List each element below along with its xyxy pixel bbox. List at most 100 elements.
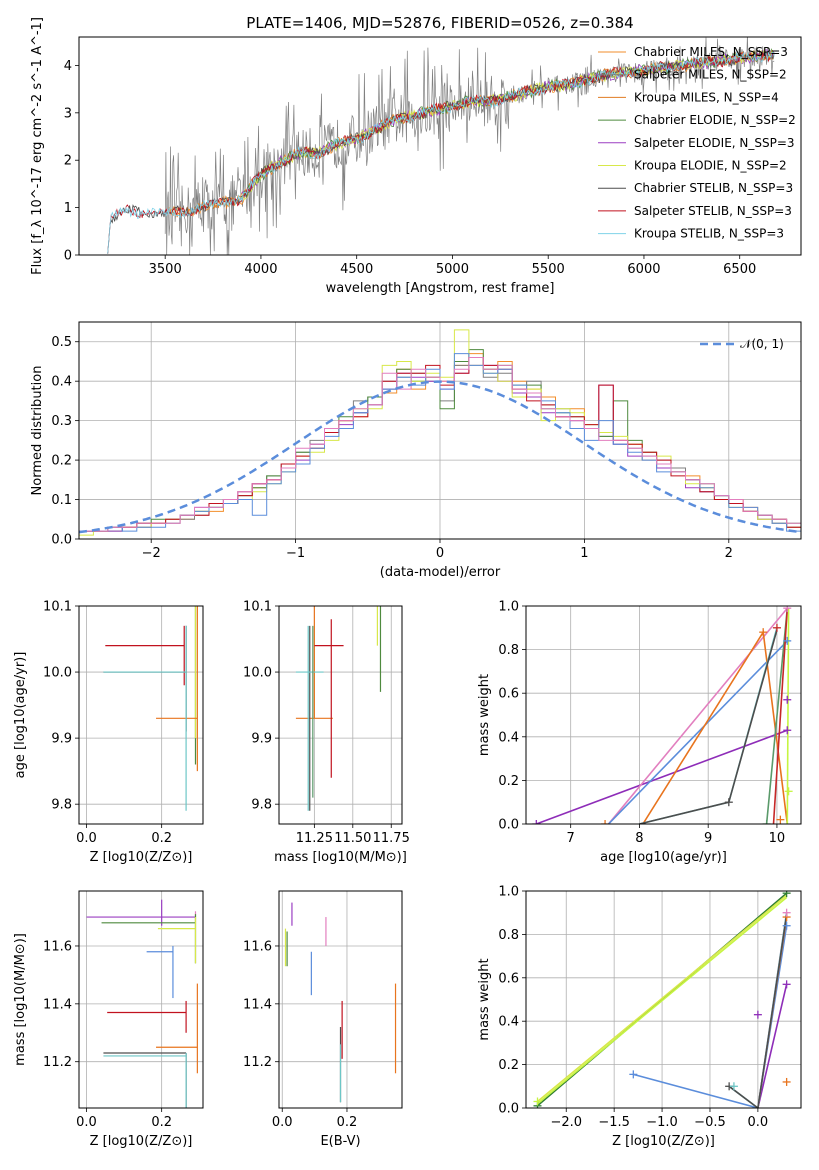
x-tick-label: 0.2 (151, 1115, 172, 1130)
plus-marker (782, 908, 791, 917)
x-axis-label: mass [log10(M/M⊙)] (274, 850, 407, 865)
y-tick-label: 3 (64, 106, 72, 121)
chart-mass_vs_ebv: 0.0 0.2 11.2 11.4 11.6 E(B-V) (243, 890, 403, 1149)
errorbar-point (146, 945, 174, 999)
weight-line (536, 896, 788, 1105)
x-tick-label: 7 (567, 831, 575, 846)
x-tick-label: 11.50 (334, 831, 371, 846)
legend-entry: Kroupa ELODIE, N_SSP=2 (634, 159, 787, 173)
errorbar-point (103, 1053, 187, 1108)
y-tick-label: 4 (64, 59, 72, 74)
y-tick-label: 0.8 (498, 643, 519, 658)
y-tick-label: 10.0 (243, 666, 272, 681)
legend-entry: Chabrier MILES, N_SSP=3 (634, 45, 788, 59)
axis-frame (78, 36, 802, 256)
axis-frame (525, 605, 802, 825)
x-tick-label: 0 (436, 546, 444, 561)
y-tick-label: 0.0 (498, 818, 519, 833)
plot-area (533, 891, 791, 1108)
errorbar-point (379, 606, 382, 692)
weight-line (607, 607, 788, 824)
plus-marker (532, 820, 541, 824)
plus-marker (783, 695, 792, 704)
legend-entry: Kroupa STELIB, N_SSP=3 (634, 227, 784, 241)
axes: 7 8 9 10 0.0 0.2 0.4 0.6 0.8 1.0 age [log10(age/yr… (477, 600, 802, 865)
weight-line (633, 925, 788, 1108)
legend: Chabrier MILES, N_SSP=3 Salpeter MILES, N… (598, 45, 796, 241)
errorbar-point (86, 899, 196, 926)
y-axis-label: Normed distribution (30, 366, 45, 496)
y-tick-label: 0.1 (51, 493, 72, 508)
x-tick-label: 4000 (244, 262, 277, 277)
x-axis-label: age [log10(age/yr)] (600, 850, 727, 865)
x-tick-label: 1 (580, 546, 588, 561)
y-tick-label: 11.6 (43, 939, 72, 954)
x-tick-label: 0.0 (76, 831, 97, 846)
x-axis-label: E(B-V) (320, 1134, 360, 1149)
x-tick-label: 5500 (532, 262, 565, 277)
x-tick-label: −1.0 (646, 1115, 678, 1130)
plot-area (87, 556, 198, 811)
y-axis-label: mass weight (477, 674, 492, 756)
x-tick-label: 2 (725, 546, 733, 561)
x-tick-label: 0.2 (151, 831, 172, 846)
axis-frame (278, 890, 403, 1109)
weight-line (728, 914, 788, 1108)
x-tick-label: −0.5 (694, 1115, 726, 1130)
y-tick-label: 1 (64, 201, 72, 216)
plus-marker (782, 1077, 791, 1086)
errorbar-point (156, 606, 198, 772)
plot-area (532, 606, 793, 824)
y-axis-label: age [log10(age/yr)] (13, 652, 28, 779)
chart-mass_weight_vs_Z: −2.0 −1.5 −1.0 −0.5 0.0 0.0 0.2 0.4 0.6 0.8 1.0 Z [… (477, 885, 802, 1149)
legend-entry: Kroupa MILES, N_SSP=4 (634, 90, 779, 104)
y-tick-label: 11.4 (43, 997, 72, 1012)
chart-panels: 3500 4000 4500 5000 5500 6000 6500 0 1 2 3 4 wavelen… (13, 17, 802, 1149)
plus-marker (776, 815, 785, 824)
legend-entry: 𝒩(0, 1) (740, 337, 784, 351)
x-tick-label: 10 (769, 831, 786, 846)
weight-line (757, 984, 788, 1108)
errorbar-point (107, 1000, 187, 1033)
y-tick-label: 0.8 (498, 928, 519, 943)
errorbar-point (156, 983, 198, 1074)
grid (79, 891, 203, 1108)
y-tick-label: 0.6 (498, 687, 519, 702)
weight-line (772, 608, 789, 824)
x-tick-label: 0.0 (272, 1115, 293, 1130)
axes: 0.0 0.2 11.2 11.4 11.6 E(B-V) (243, 890, 403, 1149)
weight-line (607, 640, 788, 824)
chart-age_vs_mass: 11.25 11.50 11.75 9.8 9.9 10.0 10.1 mass [log10… (243, 600, 410, 866)
y-axis-label: mass [log10(M/M⊙)] (13, 933, 28, 1066)
errorbar-point (194, 606, 197, 765)
legend-entry: Salpeter STELIB, N_SSP=3 (634, 204, 792, 218)
spectrum-model-line (107, 51, 775, 254)
grid (79, 322, 801, 540)
histogram-series (79, 357, 801, 532)
y-tick-label: 0.2 (51, 454, 72, 469)
x-axis-label: (data-model)/error (380, 565, 501, 580)
axes: −2 −1 0 1 2 0.0 0.1 0.2 0.3 0.4 0.5 (data-model)/er… (30, 321, 802, 580)
y-tick-label: 0.5 (51, 335, 72, 350)
y-tick-label: 0.3 (51, 414, 72, 429)
x-axis-label: Z [log10(Z/Z⊙)] (90, 1134, 193, 1149)
normal-curve (79, 380, 801, 534)
errorbar-point (87, 556, 177, 596)
axes: 0.0 0.2 9.8 9.9 10.0 10.1 Z [log10(Z/Z⊙)] age [… (13, 600, 204, 865)
errorbar-point (194, 606, 197, 739)
errorbar-point (103, 625, 187, 732)
y-tick-label: 9.9 (251, 732, 272, 747)
plus-marker (533, 1097, 542, 1106)
y-tick-label: 9.8 (51, 798, 72, 813)
chart-mass_vs_Z: 0.0 0.2 11.2 11.4 11.6 Z [log10(Z/Z⊙)] mass [l… (13, 890, 204, 1149)
weight-line (536, 894, 788, 1103)
y-tick-label: 0.2 (498, 1058, 519, 1073)
figure-title: PLATE=1406, MJD=52876, FIBERID=0526, z=0… (246, 14, 633, 32)
plus-marker (759, 628, 768, 637)
x-tick-label: 9 (704, 831, 712, 846)
errorbar-point (295, 606, 333, 719)
plus-marker (782, 891, 791, 898)
axis-frame (278, 605, 403, 825)
y-tick-label: 0.6 (498, 971, 519, 986)
